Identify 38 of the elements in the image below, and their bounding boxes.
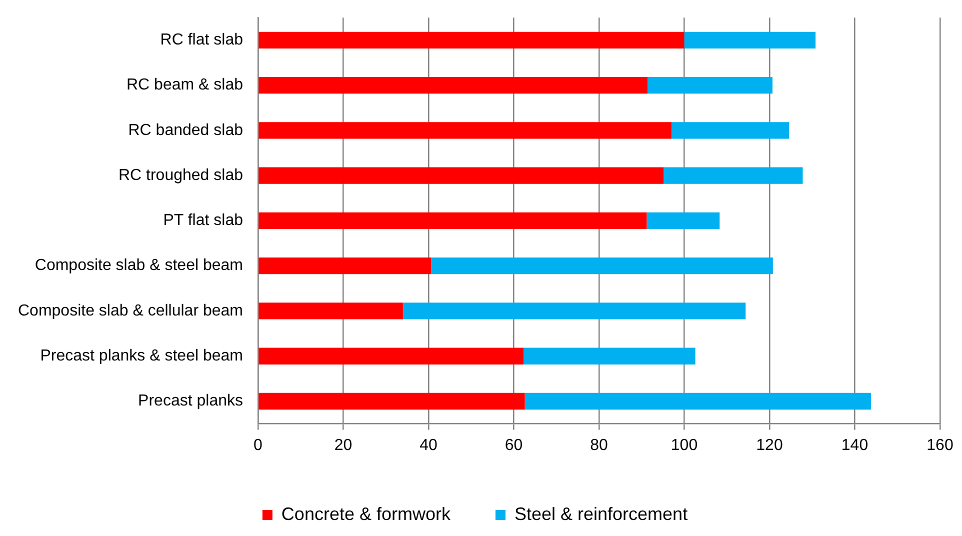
legend-label: Steel & reinforcement bbox=[514, 504, 688, 524]
bar bbox=[258, 76, 648, 94]
bar bbox=[524, 392, 871, 410]
x-tick-label: 140 bbox=[841, 436, 868, 454]
y-tick-label: Composite slab & cellular beam bbox=[18, 302, 243, 320]
y-tick-label: RC beam & slab bbox=[126, 76, 244, 94]
y-tick-label: Precast planks bbox=[138, 392, 243, 410]
bar bbox=[646, 212, 720, 230]
legend-label: Concrete & formwork bbox=[281, 504, 452, 524]
bar bbox=[524, 348, 696, 364]
bar bbox=[684, 32, 816, 49]
x-tick-label: 120 bbox=[756, 436, 783, 454]
x-tick-label: 80 bbox=[590, 436, 608, 454]
y-tick-label: RC troughed slab bbox=[118, 166, 244, 184]
bar bbox=[258, 167, 664, 184]
x-tick-label: 40 bbox=[420, 436, 438, 454]
bar bbox=[258, 392, 525, 410]
y-tick-label: RC banded slab bbox=[128, 122, 244, 139]
bar bbox=[402, 302, 746, 320]
x-tick-label: 100 bbox=[670, 436, 698, 454]
x-tick-label: 60 bbox=[504, 436, 523, 454]
bar bbox=[258, 32, 684, 49]
bar bbox=[648, 76, 772, 94]
bar bbox=[431, 257, 773, 274]
bar bbox=[258, 122, 672, 139]
x-tick-label: 0 bbox=[254, 436, 263, 454]
x-tick-label: 160 bbox=[926, 436, 954, 454]
bar bbox=[258, 348, 524, 364]
bar bbox=[258, 302, 403, 320]
y-tick-label: Precast planks & steel beam bbox=[40, 348, 243, 365]
bar bbox=[258, 212, 647, 230]
y-tick-label: RC flat slab bbox=[160, 32, 244, 49]
x-tick-label: 20 bbox=[334, 436, 352, 454]
bar bbox=[664, 167, 803, 184]
bar bbox=[671, 122, 790, 139]
y-tick-label: PT flat slab bbox=[163, 212, 244, 230]
bar bbox=[258, 257, 432, 274]
y-tick-label: Composite slab & steel beam bbox=[34, 257, 243, 274]
